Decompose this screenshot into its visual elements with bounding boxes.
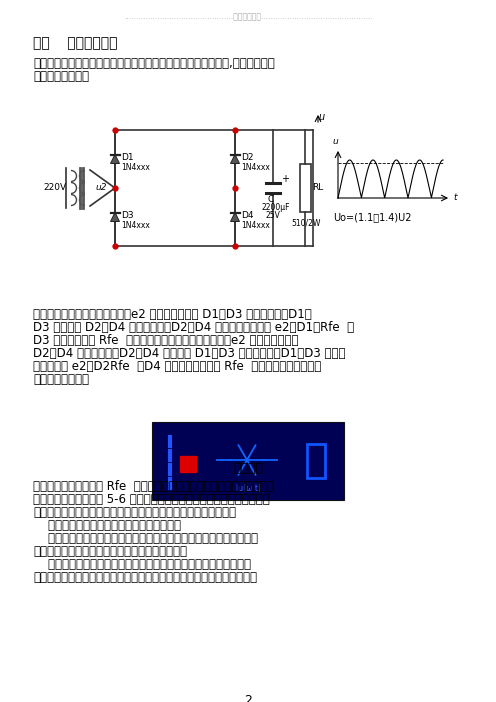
Bar (307, 444, 325, 478)
Bar (300, 164, 310, 212)
Bar (180, 456, 196, 472)
Text: D3: D3 (121, 211, 133, 220)
Polygon shape (111, 154, 120, 164)
Text: 桥式整流利用四个二极管，两两对接，输入正弦波的正半部分是两: 桥式整流利用四个二极管，两两对接，输入正弦波的正半部分是两 (33, 558, 251, 571)
Text: D3 通电回路，在 Rfe  上形成上正下负的半波整流电压，e2 为负半周时，对: D3 通电回路，在 Rfe 上形成上正下负的半波整流电压，e2 为负半周时，对 (33, 334, 299, 347)
Text: D2、D4 加正向电压，D2、D4 导通；对 D1、D3 加反向电压，D1、D3 截止。: D2、D4 加正向电压，D2、D4 导通；对 D1、D3 加反向电压，D1、D3… (33, 347, 346, 360)
Text: RL: RL (312, 183, 324, 192)
Polygon shape (231, 213, 240, 222)
Text: 桥式整流器是利用二极管的单向导通性进行整流的最常用的电路,常用来将交流: 桥式整流器是利用二极管的单向导通性进行整流的最常用的电路,常用来将交流 (33, 57, 275, 70)
Text: u2: u2 (95, 183, 107, 192)
Text: u: u (318, 112, 324, 122)
Text: 1N4xxx: 1N4xxx (121, 164, 150, 173)
Text: 1N4xxx: 1N4xxx (241, 222, 270, 230)
Text: D4: D4 (241, 211, 253, 220)
Text: 1N4xxx: 1N4xxx (241, 164, 270, 173)
Text: 反向电压等于变压器次级电压的最大值，比全波整流电路小一半。: 反向电压等于变压器次级电压的最大值，比全波整流电路小一半。 (33, 506, 236, 519)
Text: D3 导通；对 D2、D4 加反向电压，D2、D4 截止。电路中构成 e2、D1、Rfe  、: D3 导通；对 D2、D4 加反向电压，D2、D4 截止。电路中构成 e2、D1… (33, 321, 354, 334)
Text: 2200μF: 2200μF (262, 203, 291, 212)
Text: t: t (453, 194, 456, 202)
Polygon shape (231, 154, 240, 164)
Polygon shape (111, 213, 120, 222)
Text: 波形图是一样的，从图 5-6 中还不难看出，桥式电路中每只二极管承受的: 波形图是一样的，从图 5-6 中还不难看出，桥式电路中每只二极管承受的 (33, 493, 270, 506)
Text: 1N4xxx: 1N4xxx (121, 222, 150, 230)
Text: 220V: 220V (44, 183, 66, 192)
Text: D1: D1 (121, 152, 133, 161)
Text: 半波整流利用二极管单向导通特性，在输入为标准正弦波的情况下，: 半波整流利用二极管单向导通特性，在输入为标准正弦波的情况下， (33, 532, 258, 545)
Text: 桥式整流电路的工作原理如下：e2 为正半周时，对 D1、D3 加正向电压，D1、: 桥式整流电路的工作原理如下：e2 为正半周时，对 D1、D3 加正向电压，D1、 (33, 308, 312, 321)
Text: 输出获得正弦波的正半部分，负半部分则损失掉。: 输出获得正弦波的正半部分，负半部分则损失掉。 (33, 545, 187, 558)
Bar (152, 422, 344, 500)
Text: C: C (268, 195, 274, 204)
Text: u: u (332, 137, 338, 146)
Text: ..............................................精品资料推荐............................: ........................................… (124, 13, 372, 22)
Text: 25V: 25V (266, 211, 281, 220)
Text: 桥式整流是对二极管半波整流的一种改进。: 桥式整流是对二极管半波整流的一种改进。 (33, 519, 181, 532)
Text: 只管导通，得到正的输出；输入正弦波的负半部分时，另两只管导通，由: 只管导通，得到正的输出；输入正弦波的负半部分时，另两只管导通，由 (33, 571, 257, 584)
Text: Iu(ω t): Iu(ω t) (236, 484, 260, 493)
Text: +: + (281, 174, 289, 184)
Text: 电转变为直流电。: 电转变为直流电。 (33, 70, 89, 83)
Text: 510/2W: 510/2W (291, 219, 320, 228)
Text: 2: 2 (244, 694, 252, 702)
Text: Uo=(1.1～1.4)U2: Uo=(1.1～1.4)U2 (333, 212, 412, 222)
Text: 半波的整流电压。: 半波的整流电压。 (33, 373, 89, 386)
Text: 如此重复下去，结果在 Rfe  上便得到全波整流电压。其波形图和全波整流: 如此重复下去，结果在 Rfe 上便得到全波整流电压。其波形图和全波整流 (33, 480, 274, 493)
Text: D2: D2 (241, 152, 253, 161)
Text: 电路中构成 e2、D2Rfe  、D4 通电回路，同样在 Rfe  上形成上正下负的另外: 电路中构成 e2、D2Rfe 、D4 通电回路，同样在 Rfe 上形成上正下负的… (33, 360, 321, 373)
Text: 一、    桥式整流电路: 一、 桥式整流电路 (33, 36, 118, 50)
Text: 工作原理: 工作原理 (233, 462, 263, 475)
